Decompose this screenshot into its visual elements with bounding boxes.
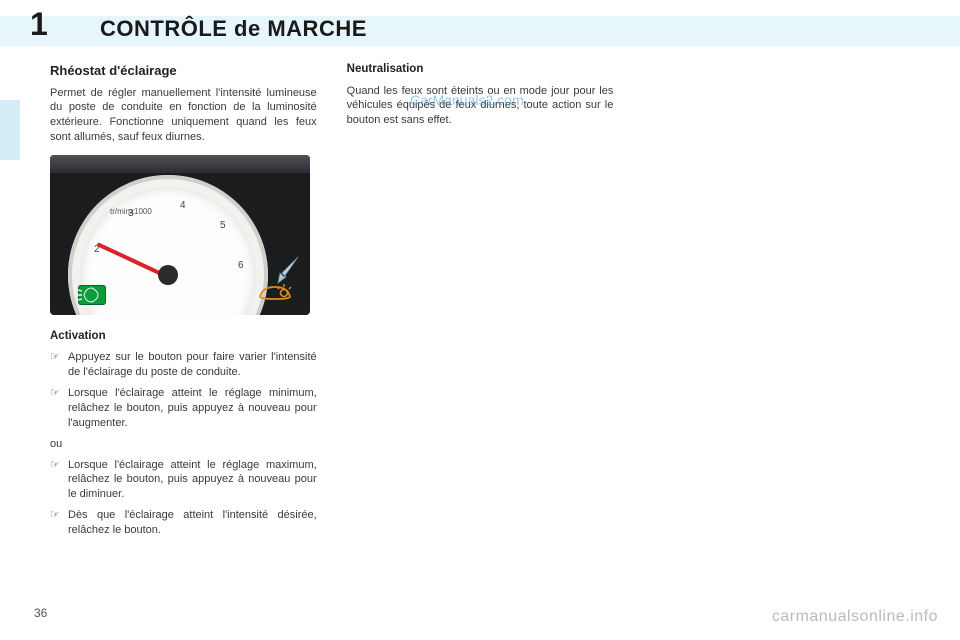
dashboard-figure: tr/minx1000 1 2 3 4 5 6: [50, 155, 310, 315]
bullet-text: Appuyez sur le bouton pour faire varier …: [68, 350, 317, 380]
side-tab: [0, 100, 20, 160]
bullet-text: Lorsque l'éclairage atteint le réglage m…: [68, 458, 317, 503]
section-heading-rheostat: Rhéostat d'éclairage: [50, 62, 317, 80]
bullet-item: ☞ Lorsque l'éclairage atteint le réglage…: [50, 386, 317, 431]
chapter-title: CONTRÔLE de MARCHE: [100, 16, 367, 42]
column-right: [643, 62, 910, 600]
bullet-mark-icon: ☞: [50, 386, 68, 431]
tachometer-hub: [158, 265, 178, 285]
callout-arrow-icon: [268, 253, 304, 289]
headlight-indicator-icon: [78, 285, 106, 305]
column-middle: Neutralisation Quand les feux sont étein…: [347, 62, 614, 600]
dashboard-top-trim: [50, 155, 310, 173]
neutralisation-paragraph: Quand les feux sont éteints ou en mode j…: [347, 84, 614, 129]
tick-5: 5: [220, 219, 226, 233]
bullet-mark-icon: ☞: [50, 458, 68, 503]
tick-3: 3: [128, 207, 134, 221]
tick-4: 4: [180, 199, 186, 213]
neutralisation-heading: Neutralisation: [347, 62, 614, 78]
or-separator: ou: [50, 437, 317, 452]
bullet-text: Lorsque l'éclairage atteint le réglage m…: [68, 386, 317, 431]
tachometer-face: tr/minx1000 1 2 3 4 5 6: [80, 187, 256, 315]
column-left: Rhéostat d'éclairage Permet de régler ma…: [50, 62, 317, 600]
chapter-number: 1: [30, 6, 48, 43]
activation-heading: Activation: [50, 329, 317, 345]
tick-6: 6: [238, 259, 244, 273]
intro-paragraph: Permet de régler manuellement l'intensit…: [50, 86, 317, 145]
bullet-item: ☞ Appuyez sur le bouton pour faire varie…: [50, 350, 317, 380]
content-columns: Rhéostat d'éclairage Permet de régler ma…: [50, 62, 910, 600]
bullet-mark-icon: ☞: [50, 508, 68, 538]
bullet-item: ☞ Lorsque l'éclairage atteint le réglage…: [50, 458, 317, 503]
bullet-item: ☞ Dès que l'éclairage atteint l'intensit…: [50, 508, 317, 538]
bullet-text: Dès que l'éclairage atteint l'intensité …: [68, 508, 317, 538]
manual-page: 1 CONTRÔLE de MARCHE Rhéostat d'éclairag…: [0, 0, 960, 640]
watermark-carmanualsonline: carmanualsonline.info: [772, 608, 938, 626]
bullet-mark-icon: ☞: [50, 350, 68, 380]
page-number: 36: [34, 606, 47, 620]
